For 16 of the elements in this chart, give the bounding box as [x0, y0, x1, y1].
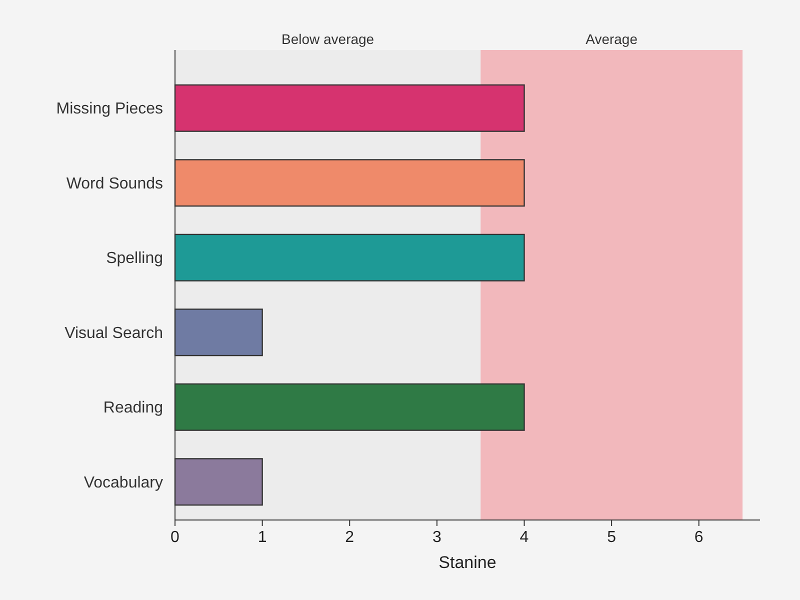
- y-tick-label: Word Sounds: [66, 175, 163, 192]
- x-tick-label: 5: [607, 529, 616, 546]
- y-tick-label: Spelling: [106, 250, 163, 268]
- x-tick-label: 3: [432, 529, 442, 546]
- x-tick-label: 1: [258, 529, 267, 546]
- x-tick-label: 0: [170, 529, 180, 546]
- x-tick-label: 6: [694, 529, 704, 546]
- x-tick-label: 4: [520, 529, 529, 546]
- band-label: Average: [586, 31, 638, 47]
- y-tick-label: Missing Pieces: [56, 100, 163, 118]
- band-label: Below average: [281, 31, 374, 47]
- y-tick-label: Visual Search: [64, 324, 163, 342]
- x-axis-title: Stanine: [438, 553, 496, 572]
- x-tick-label: 2: [345, 529, 354, 546]
- y-tick-label: Vocabulary: [84, 474, 163, 492]
- y-tick-label: Reading: [103, 400, 163, 417]
